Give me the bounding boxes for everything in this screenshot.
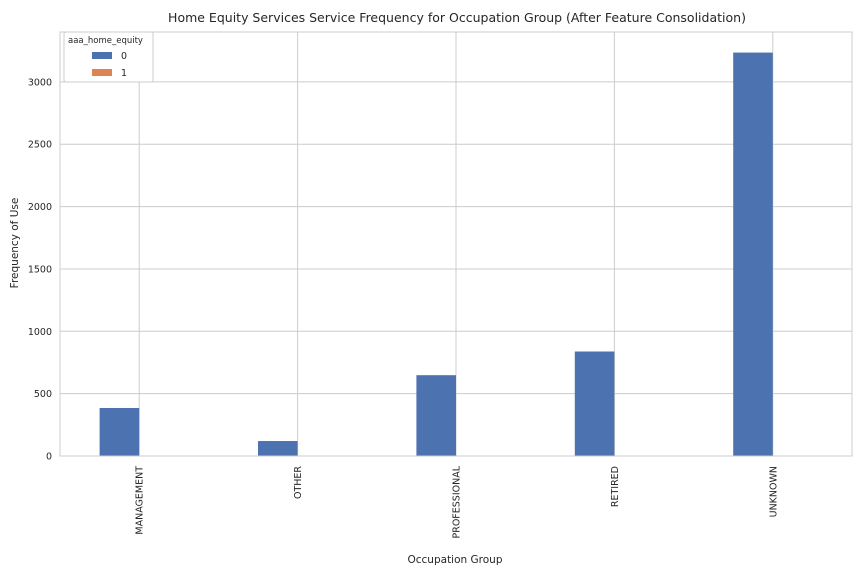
- legend-swatch-0: [92, 52, 112, 59]
- y-tick-label-6: 3000: [28, 77, 52, 88]
- bar-series-0-other: [258, 441, 298, 456]
- bar-series-0-management: [99, 407, 140, 456]
- y-tick-label-2: 1000: [28, 327, 52, 338]
- y-tick-label-3: 1500: [28, 264, 52, 275]
- x-tick-label-0: MANAGEMENT: [135, 466, 146, 535]
- legend-title: aaa_home_equity: [68, 36, 143, 46]
- chart-title: Home Equity Services Service Frequency f…: [168, 10, 746, 25]
- x-tick-label-1: OTHER: [293, 466, 304, 499]
- bar-series-0-unknown: [733, 52, 773, 456]
- y-tick-label-0: 0: [46, 452, 52, 463]
- y-tick-label-5: 2500: [28, 140, 52, 151]
- x-axis-label: Occupation Group: [408, 554, 503, 566]
- plot-frame: [59, 31, 853, 457]
- y-tick-label-1: 500: [34, 389, 52, 400]
- x-tick-label-2: PROFESSIONAL: [452, 465, 463, 538]
- legend: aaa_home_equity 0 1: [63, 31, 154, 83]
- y-tick-label-4: 2000: [28, 202, 52, 213]
- bars: [99, 52, 773, 456]
- legend-label-0: 0: [121, 51, 127, 62]
- x-axis-ticks: MANAGEMENT OTHER PROFESSIONAL RETIRED UNKNOW…: [135, 465, 780, 538]
- y-axis-label: Frequency of Use: [9, 198, 21, 289]
- x-tick-label-3: RETIRED: [610, 466, 621, 507]
- bar-series-0-professional: [416, 375, 456, 456]
- x-tick-label-4: UNKNOWN: [768, 466, 779, 517]
- y-axis-ticks: 0 500 1000 1500 2000 2500 3000: [28, 77, 52, 462]
- bar-series-0-retired: [574, 351, 615, 456]
- legend-swatch-1: [92, 69, 112, 76]
- legend-label-1: 1: [121, 68, 127, 79]
